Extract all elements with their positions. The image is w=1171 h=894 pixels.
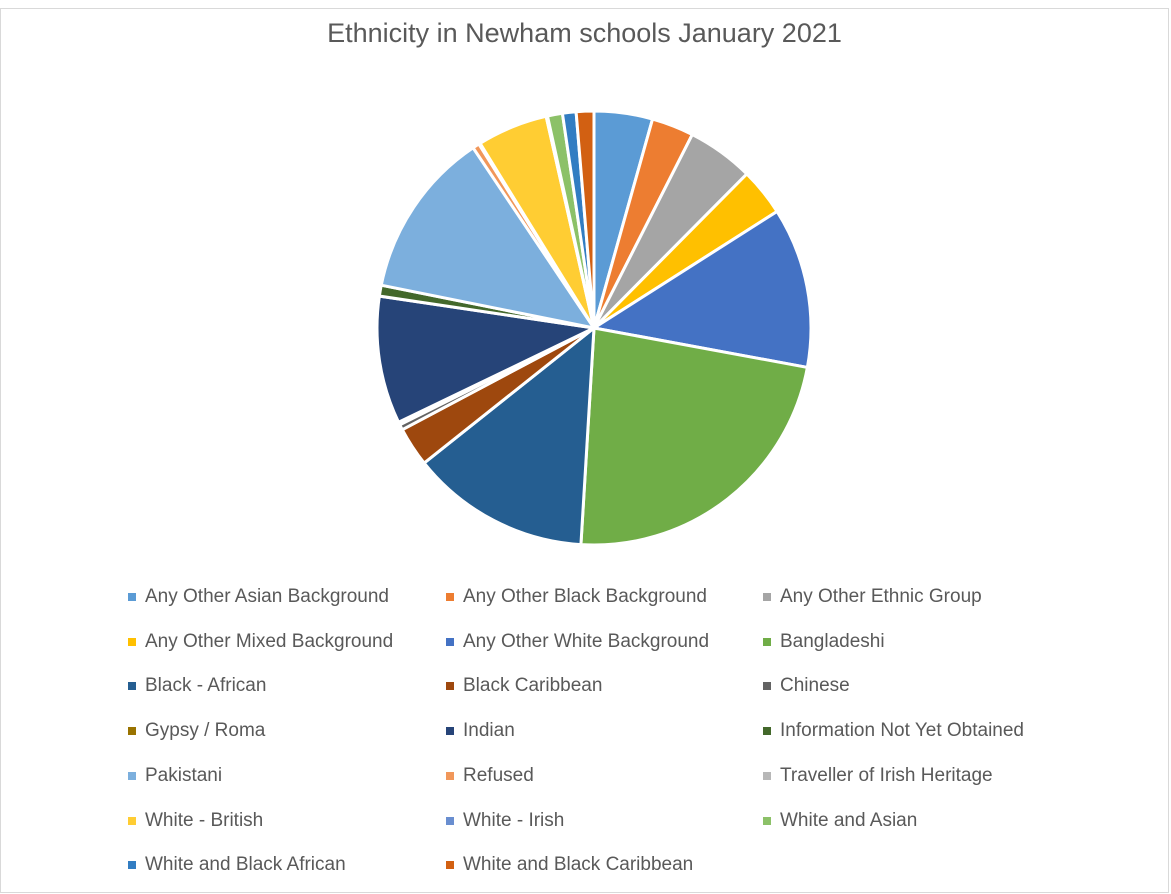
pie-slice-bangladeshi (579, 326, 810, 547)
chart-title: Ethnicity in Newham schools January 2021 (327, 18, 842, 48)
pie-slice-white-and-black-caribbean (574, 109, 596, 329)
pie-slice-black-african (422, 324, 596, 547)
pie-slice-pakistani (379, 145, 598, 331)
pie-slice-any-other-white-background (589, 209, 813, 370)
pie-slice-indian (375, 294, 600, 425)
